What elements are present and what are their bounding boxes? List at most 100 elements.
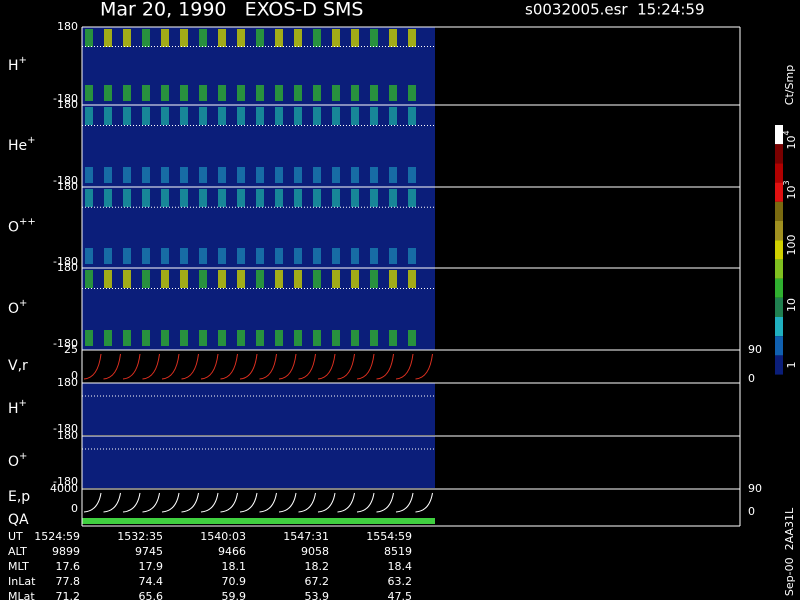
left-tick: 0 (71, 369, 78, 382)
panel-label: V,r (8, 358, 28, 374)
spectrogram-patch (370, 167, 378, 183)
trace (200, 492, 219, 513)
spectrogram-patch (85, 248, 93, 264)
panel-label-base: O (8, 454, 19, 470)
trace (415, 353, 433, 380)
spectrogram-patch (332, 270, 340, 288)
left-tick: 4000 (50, 482, 78, 495)
colorbar-label-base: 10 (785, 298, 798, 312)
spectrogram-patch (161, 107, 169, 125)
spectrogram-patch (332, 85, 340, 101)
table-value: 71.2 (56, 590, 81, 600)
table-value: 1532:35 (117, 530, 163, 543)
colorbar-label: 100 (785, 235, 798, 256)
colorbar-step (775, 182, 783, 202)
spectrogram-patch (332, 189, 340, 207)
table-value: 65.6 (139, 590, 164, 600)
trace (395, 492, 414, 513)
table-value: 17.6 (56, 560, 81, 573)
spectrogram-patch (313, 330, 321, 346)
spectrogram-patch (370, 330, 378, 346)
spectrogram-patch (256, 248, 264, 264)
trace (298, 492, 316, 513)
spectrogram-patch (218, 29, 226, 47)
trace (142, 353, 160, 380)
table-value: 59.9 (222, 590, 247, 600)
spectrogram-patch (370, 29, 378, 47)
spectrogram (82, 436, 435, 488)
colorbar-step (775, 240, 783, 260)
trace (376, 353, 394, 380)
spectrogram-patch (294, 85, 302, 101)
spectrogram-patch (294, 167, 302, 183)
spectrogram-patch (123, 107, 131, 125)
panel-label-sup: + (27, 135, 35, 146)
panel-label: O+ (8, 298, 27, 317)
spectrogram-patch (351, 167, 359, 183)
spectrogram-patch (199, 330, 207, 346)
spectrogram-patch (237, 107, 245, 125)
spectrogram-patch (351, 29, 359, 47)
spectrogram-patch (180, 270, 188, 288)
spectrogram (82, 383, 435, 435)
colorbar-label-base: 1 (785, 362, 798, 369)
table-value: 1547:31 (283, 530, 329, 543)
spectrogram-patch (408, 248, 416, 264)
trace (122, 492, 141, 513)
spectrogram-patch (180, 167, 188, 183)
spectrogram-patch (351, 270, 359, 288)
right-tick: 90 (748, 343, 762, 356)
table-value: 63.2 (388, 575, 413, 588)
table-value: 9745 (135, 545, 163, 558)
spectrogram-patch (237, 189, 245, 207)
spectrogram-patch (294, 248, 302, 264)
spectrogram-patch (275, 330, 283, 346)
colorbar-label: 103 (782, 180, 799, 199)
spectrogram-patch (275, 107, 283, 125)
trace (83, 353, 102, 380)
spectrogram-patch (408, 270, 416, 288)
left-tick: -180 (53, 475, 78, 488)
spectrogram-patch (389, 85, 397, 101)
spectrogram-patch (199, 189, 207, 207)
colorbar-step (775, 201, 783, 221)
table-value: 17.9 (139, 560, 164, 573)
spectrogram-patch (123, 330, 131, 346)
spectrogram-patch (351, 85, 359, 101)
spectrogram-patch (180, 330, 188, 346)
table-header: MLat (8, 590, 35, 600)
colorbar-step (775, 125, 783, 145)
spectrogram-patch (180, 248, 188, 264)
left-tick: -180 (53, 422, 78, 435)
spectrogram-patch (370, 270, 378, 288)
panel-label-base: O (8, 220, 19, 236)
trace (356, 353, 375, 380)
spectrogram-patch (123, 29, 131, 47)
panel-label-base: O (8, 301, 19, 317)
spectrogram-patch (275, 167, 283, 183)
colorbar-label-base: 10 (785, 186, 798, 200)
spectrogram-patch (123, 85, 131, 101)
panel-label: He+ (8, 135, 36, 154)
panel-label: H+ (8, 55, 27, 74)
left-tick: 180 (57, 180, 78, 193)
spectrogram-patch (313, 189, 321, 207)
trace (415, 492, 433, 513)
panel-label-base: He (8, 138, 27, 154)
spectrogram-patch (218, 167, 226, 183)
trace (220, 492, 238, 513)
spectrogram-patch (237, 270, 245, 288)
trace (278, 353, 297, 380)
table-value: 1524:59 (34, 530, 80, 543)
colorbar-step (775, 221, 783, 241)
spectrogram-patch (408, 189, 416, 207)
spectrogram-patch (199, 29, 207, 47)
trace (161, 353, 180, 380)
spectrogram-patch (294, 189, 302, 207)
table-value: 70.9 (222, 575, 247, 588)
table-value: 9058 (301, 545, 329, 558)
table-header: InLat (8, 575, 36, 588)
spectrogram-patch (104, 189, 112, 207)
spectrogram-patch (256, 330, 264, 346)
colorbar-step (775, 317, 783, 337)
